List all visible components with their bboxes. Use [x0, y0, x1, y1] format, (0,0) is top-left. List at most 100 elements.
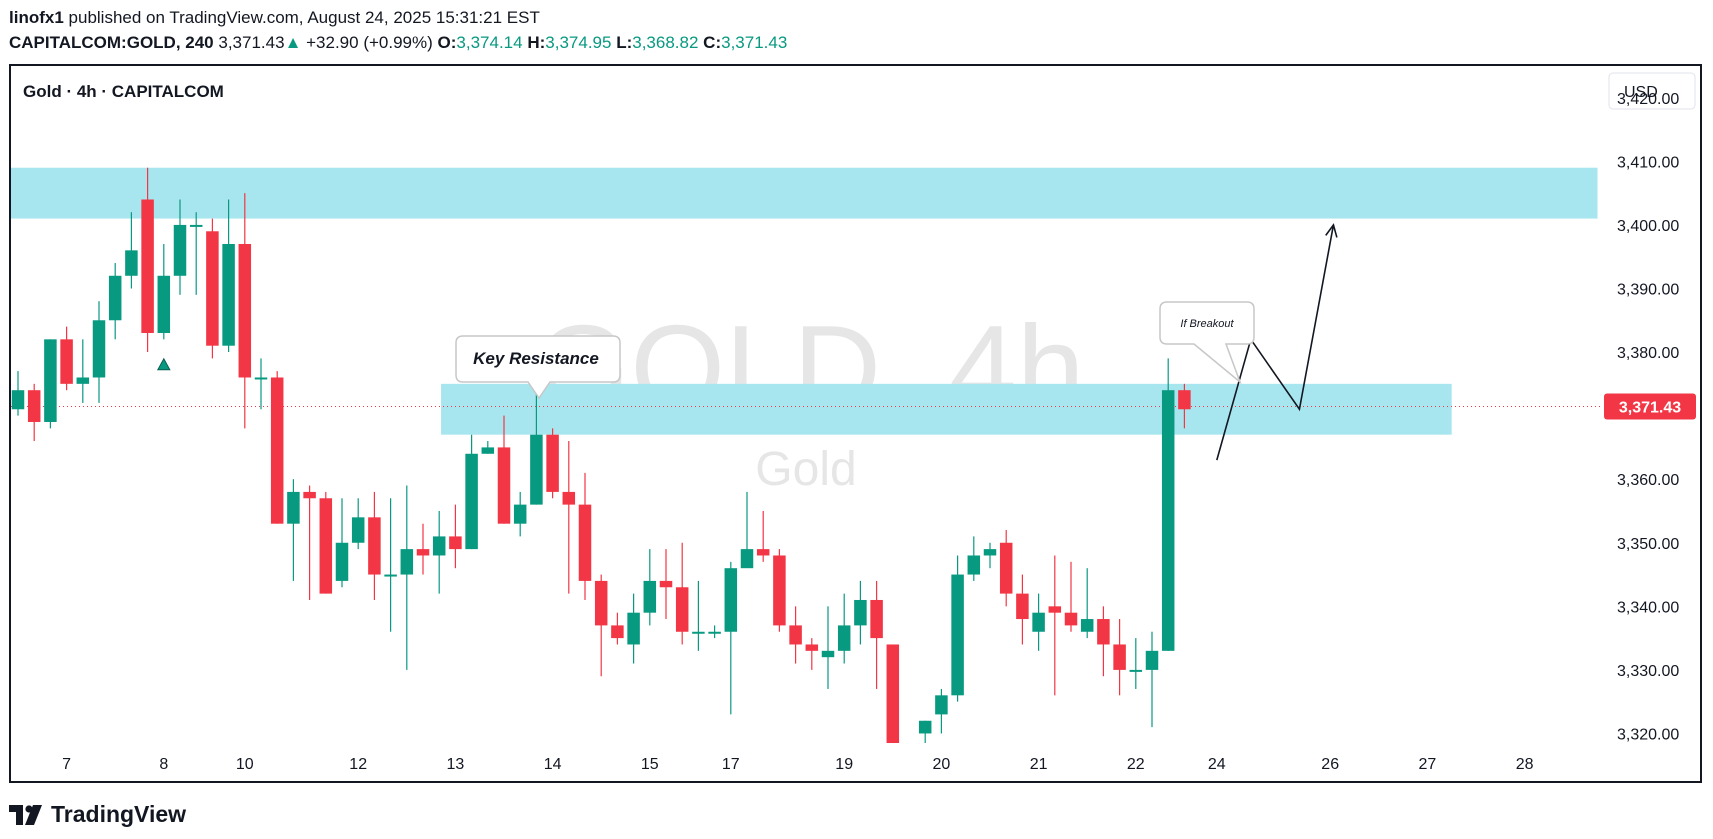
candle[interactable]	[303, 485, 316, 600]
candle[interactable]	[805, 638, 819, 670]
signal-triangle-icon[interactable]	[156, 357, 171, 371]
candle-body	[481, 447, 495, 454]
candle[interactable]	[675, 542, 689, 645]
candle[interactable]	[173, 199, 187, 295]
candle-body	[1161, 390, 1175, 651]
projection-path[interactable]	[1216, 224, 1335, 461]
candle[interactable]	[999, 530, 1013, 607]
candle[interactable]	[530, 390, 543, 505]
candle[interactable]	[432, 510, 446, 594]
tradingview-logo[interactable]: TradingView	[9, 801, 186, 828]
candle[interactable]	[578, 472, 592, 600]
candle[interactable]	[837, 593, 851, 664]
candle[interactable]	[368, 491, 381, 600]
candle[interactable]	[157, 243, 171, 340]
candle[interactable]	[562, 441, 576, 594]
candle[interactable]	[222, 199, 235, 353]
candle[interactable]	[384, 498, 397, 632]
candle[interactable]	[821, 606, 835, 689]
candle[interactable]	[1145, 631, 1159, 728]
y-tick-label: 3,380.00	[1617, 345, 1679, 362]
candle[interactable]	[141, 167, 154, 353]
candle[interactable]	[270, 371, 284, 524]
candle[interactable]	[497, 415, 511, 524]
candle[interactable]	[870, 580, 883, 689]
candle[interactable]	[335, 498, 349, 588]
candle[interactable]	[287, 479, 300, 581]
candle[interactable]	[967, 536, 981, 581]
if-breakout-callout[interactable]: If Breakout	[1159, 301, 1255, 385]
x-tick-label: 13	[447, 756, 465, 773]
author-name[interactable]: linofx1	[9, 8, 64, 27]
candle[interactable]	[513, 491, 527, 537]
candle[interactable]	[756, 510, 770, 562]
candle[interactable]	[254, 358, 268, 410]
candle[interactable]	[611, 612, 624, 645]
candle[interactable]	[44, 339, 57, 429]
resistance-zone-1[interactable]	[4, 167, 1598, 219]
candle[interactable]	[692, 580, 705, 651]
candle[interactable]	[76, 339, 90, 403]
candle[interactable]	[416, 523, 430, 575]
x-tick-label: 15	[641, 756, 659, 773]
candle[interactable]	[886, 644, 900, 752]
candle[interactable]	[935, 688, 948, 734]
candle[interactable]	[206, 218, 219, 359]
candle[interactable]	[854, 580, 867, 645]
candle[interactable]	[789, 606, 802, 664]
candle[interactable]	[724, 561, 738, 715]
last-price-tag[interactable]: 3,371.43	[1604, 393, 1696, 420]
candle[interactable]	[11, 371, 25, 416]
candle[interactable]	[449, 504, 462, 569]
candle-body	[125, 250, 138, 276]
candle[interactable]	[1113, 619, 1126, 696]
candle[interactable]	[918, 720, 932, 753]
candle-body	[821, 650, 835, 658]
candle[interactable]	[1178, 383, 1191, 429]
if-breakout-label: If Breakout	[1180, 318, 1234, 330]
candle[interactable]	[708, 625, 721, 639]
candle[interactable]	[60, 326, 73, 391]
candle[interactable]	[189, 212, 203, 295]
candle[interactable]	[643, 549, 657, 626]
candle[interactable]	[951, 555, 964, 702]
candle[interactable]	[351, 498, 365, 550]
candle[interactable]	[1097, 606, 1110, 677]
candle[interactable]	[108, 263, 122, 340]
candle[interactable]	[1032, 593, 1045, 651]
resistance-zone-2[interactable]	[441, 383, 1452, 435]
y-tick-label: 3,320.00	[1617, 726, 1679, 743]
candle[interactable]	[92, 301, 106, 403]
candle[interactable]	[546, 428, 559, 499]
candle[interactable]	[1064, 561, 1078, 632]
candle-body	[206, 231, 219, 346]
candle[interactable]	[400, 485, 414, 670]
candle[interactable]	[1161, 358, 1175, 651]
candle[interactable]	[1129, 638, 1143, 689]
candle-body	[854, 599, 867, 626]
candle[interactable]	[903, 746, 916, 765]
currency-button[interactable]: USD	[1608, 72, 1696, 110]
candle[interactable]	[27, 383, 41, 442]
candle[interactable]	[983, 542, 997, 569]
low-value: 3,368.82	[632, 33, 699, 52]
candle[interactable]	[740, 491, 754, 569]
candle[interactable]	[481, 441, 495, 454]
chart-legend[interactable]: Gold · 4h · CAPITALCOM	[23, 82, 224, 101]
if-breakout-bubble	[1159, 301, 1255, 385]
candle[interactable]	[465, 434, 478, 550]
high-label: H:	[527, 33, 546, 52]
candle[interactable]	[1080, 568, 1094, 639]
key-resistance-callout[interactable]: Key Resistance	[455, 335, 621, 400]
candle[interactable]	[773, 549, 786, 632]
candle-body	[999, 542, 1013, 594]
candle[interactable]	[125, 212, 138, 289]
candle[interactable]	[1048, 555, 1062, 696]
candle[interactable]	[1016, 574, 1029, 645]
candle[interactable]	[627, 593, 640, 664]
candle[interactable]	[319, 491, 333, 594]
candle[interactable]	[238, 193, 252, 429]
candle[interactable]	[594, 574, 608, 677]
candle[interactable]	[659, 549, 673, 620]
